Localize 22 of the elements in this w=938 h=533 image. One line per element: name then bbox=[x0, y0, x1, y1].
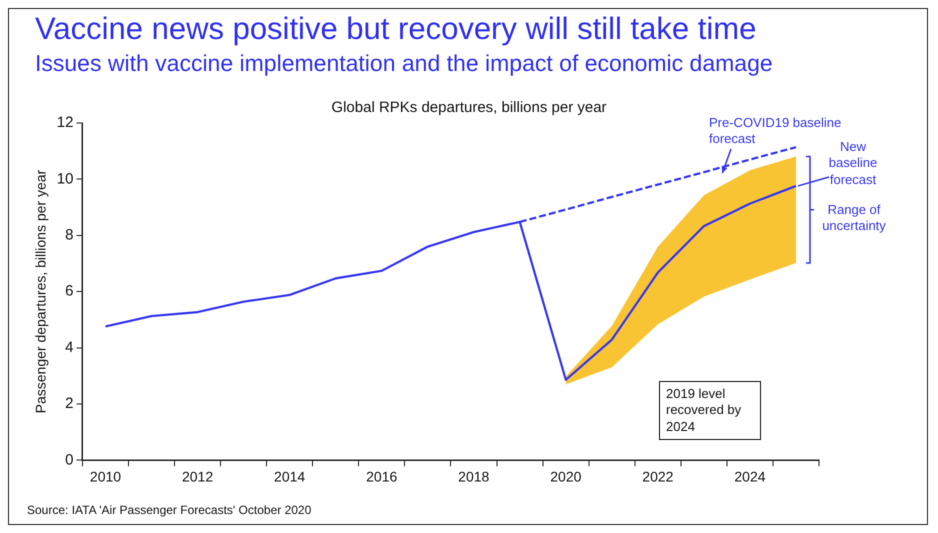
chart-title: Vaccine news positive but recovery will still take time bbox=[35, 11, 756, 47]
y-tick-label: 10 bbox=[56, 170, 74, 188]
y-tick-label: 4 bbox=[65, 338, 74, 356]
y-tick-label: 2 bbox=[65, 395, 74, 412]
annotation: 2019 level recovered by 2024 bbox=[659, 381, 761, 440]
chart-subtitle: Issues with vaccine implementation and the impact of economic damage bbox=[35, 50, 773, 77]
x-tick-label: 2012 bbox=[182, 468, 214, 484]
x-tick-label: 2018 bbox=[458, 468, 490, 484]
x-tick-label: 2016 bbox=[366, 468, 398, 484]
y-tick-label: 0 bbox=[65, 451, 74, 468]
text: Global RPKs departures, billions per year bbox=[330, 99, 608, 118]
x-tick-label: 2010 bbox=[90, 468, 122, 484]
y-tick-label: 8 bbox=[65, 226, 74, 244]
x-tick-label: 2024 bbox=[734, 468, 766, 484]
source-note: Source: IATA 'Air Passenger Forecasts' October 2020 bbox=[27, 503, 312, 518]
y-tick-label: 12 bbox=[56, 114, 74, 132]
x-tick-label: 2022 bbox=[642, 468, 674, 484]
x-tick-label: 2014 bbox=[274, 468, 306, 484]
y-axis-title: Passenger departures, billions per year bbox=[32, 169, 48, 414]
x-tick-label: 2020 bbox=[550, 468, 582, 484]
text: Range of uncertainty bbox=[821, 202, 887, 234]
y-tick-label: 6 bbox=[65, 282, 74, 300]
